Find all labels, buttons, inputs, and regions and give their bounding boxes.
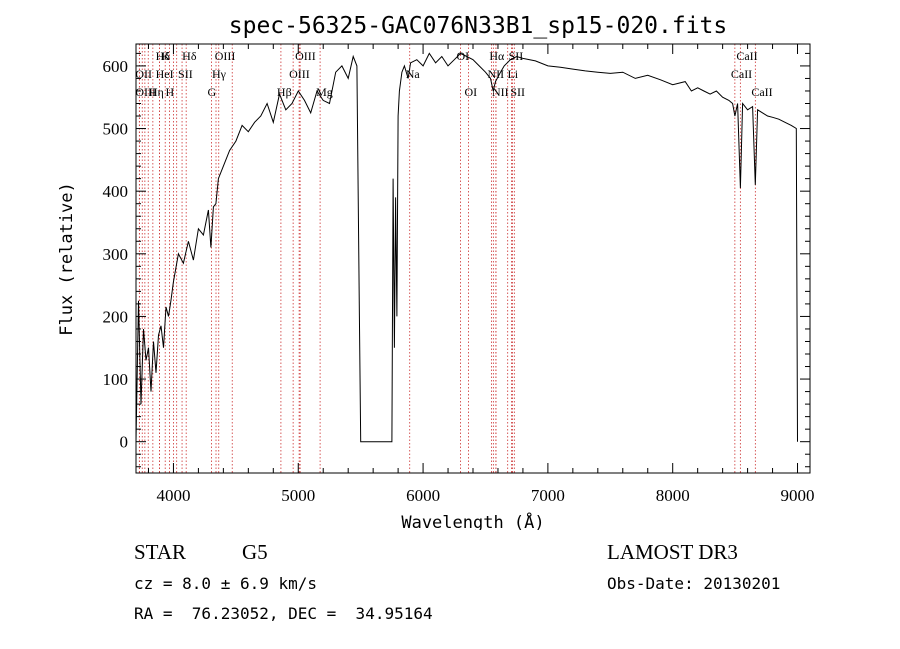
line-marker-label: Hγ bbox=[212, 67, 227, 81]
x-axis-ticks: 4000 5000 6000 7000 8000 9000 bbox=[147, 44, 815, 505]
y-tick-label: 100 bbox=[103, 370, 129, 389]
line-marker-label: OIII bbox=[135, 85, 156, 99]
object-type: STAR bbox=[134, 540, 186, 564]
line-marker-label: OIII bbox=[289, 67, 310, 81]
x-tick-label: 6000 bbox=[406, 486, 440, 505]
line-marker-label: NII bbox=[492, 85, 509, 99]
spectrum-plot: spec-56325-GAC076N33B1_sp15-020.fits Hδ O… bbox=[57, 13, 815, 530]
line-marker-labels: Hδ OII OIII K HeI Hη Hδ SII H OIII Hγ G Hβ OIII OIII Mg… bbox=[135, 49, 772, 99]
y-tick-label: 200 bbox=[103, 307, 129, 326]
line-marker-label: K bbox=[161, 49, 170, 63]
line-marker-label: OIII bbox=[215, 49, 236, 63]
line-marker-label: H bbox=[165, 85, 174, 99]
line-marker-label: G bbox=[208, 85, 217, 99]
x-tick-label: 7000 bbox=[531, 486, 565, 505]
line-marker-label: CaII bbox=[736, 49, 757, 63]
y-axis-label: Flux (relative) bbox=[57, 182, 77, 336]
line-marker-label: Hδ bbox=[156, 49, 171, 63]
y-tick-label: 0 bbox=[120, 433, 129, 452]
x-tick-label: 9000 bbox=[781, 486, 815, 505]
line-marker-label: Li bbox=[507, 67, 518, 81]
line-marker-label: Hβ bbox=[277, 85, 292, 99]
x-tick-label: 4000 bbox=[156, 486, 190, 505]
y-tick-label: 500 bbox=[103, 120, 129, 139]
line-marker-label: SII bbox=[509, 49, 524, 63]
line-marker-label: Hη bbox=[149, 85, 164, 99]
y-tick-label: 600 bbox=[103, 57, 129, 76]
line-marker-label: OI bbox=[465, 85, 478, 99]
chart-title: spec-56325-GAC076N33B1_sp15-020.fits bbox=[229, 13, 728, 39]
line-marker-label: Na bbox=[406, 67, 421, 81]
spectrum-line bbox=[135, 52, 798, 443]
redshift-velocity: cz = 8.0 ± 6.9 km/s bbox=[134, 574, 318, 593]
line-marker-label: CaII bbox=[751, 85, 772, 99]
line-marker-label: OIII bbox=[295, 49, 316, 63]
line-marker-label: HeI bbox=[156, 67, 174, 81]
plot-frame bbox=[135, 43, 811, 474]
line-marker-label: OII bbox=[135, 67, 152, 81]
y-tick-label: 300 bbox=[103, 245, 129, 264]
x-tick-label: 8000 bbox=[656, 486, 690, 505]
x-tick-label: 5000 bbox=[281, 486, 315, 505]
line-marker-label: SII bbox=[510, 85, 525, 99]
line-marker-label: Mg bbox=[316, 85, 333, 99]
survey-name: LAMOST DR3 bbox=[607, 540, 738, 564]
line-marker-label: Hα bbox=[489, 49, 505, 63]
object-subclass: G5 bbox=[242, 540, 268, 564]
y-tick-label: 400 bbox=[103, 182, 129, 201]
line-marker-label: SII bbox=[178, 67, 193, 81]
y-axis-ticks: 0 100 200 300 400 500 600 bbox=[103, 52, 810, 468]
line-marker-label: OI bbox=[457, 49, 470, 63]
line-marker-label: Hδ bbox=[182, 49, 197, 63]
coordinates: RA = 76.23052, DEC = 34.95164 bbox=[134, 604, 433, 623]
line-marker-label: CaII bbox=[731, 67, 752, 81]
observation-date: Obs-Date: 20130201 bbox=[607, 574, 781, 593]
line-markers bbox=[138, 44, 756, 473]
x-axis-label: Wavelength (Å) bbox=[401, 511, 544, 530]
line-marker-label: NII bbox=[487, 67, 504, 81]
